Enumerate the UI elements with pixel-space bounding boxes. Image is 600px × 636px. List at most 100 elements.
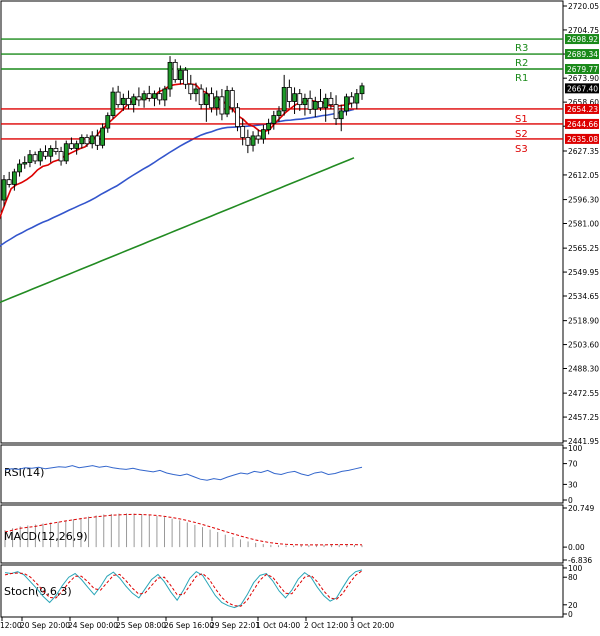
candle-body: [22, 162, 28, 165]
rsi-line: [4, 465, 363, 481]
candle: [235, 103, 240, 132]
candle: [6, 171, 12, 188]
price-tag-label: 2679.77: [567, 65, 598, 74]
candle-body: [48, 148, 54, 157]
candle-body: [115, 91, 121, 106]
candle-body: [266, 122, 272, 131]
candle-body: [74, 143, 80, 149]
price-panel: [0, 0, 564, 444]
candle-body: [318, 101, 323, 109]
candle-body: [131, 96, 137, 106]
time-tick-label: 1 Oct 04:00: [256, 621, 300, 630]
candle-body: [188, 83, 194, 95]
candle: [359, 82, 365, 100]
price-tick-label: 2596.30: [568, 196, 599, 205]
pivot-label: R3: [515, 43, 528, 54]
candle-body: [167, 61, 173, 90]
indicator-line: [4, 465, 363, 481]
price-tags: 2698.92 2689.34 2679.77 2667.40 2654.23 2644.…: [565, 34, 599, 144]
price-tick-label: 2472.55: [568, 389, 599, 398]
panel-tick-label: 80: [568, 573, 578, 582]
candle-body: [84, 137, 90, 145]
candle: [203, 87, 209, 122]
candle: [333, 95, 339, 125]
candle: [1, 175, 7, 207]
candle: [110, 87, 116, 119]
moving-average-line: [0, 157, 355, 304]
candle: [323, 93, 329, 122]
panel-tick-label: 70: [568, 460, 578, 469]
candle-body: [172, 61, 178, 80]
candle: [292, 87, 297, 115]
candle: [318, 88, 323, 111]
candle-body: [276, 110, 282, 116]
candle: [349, 92, 355, 108]
candle: [271, 110, 277, 130]
candle-body: [146, 93, 152, 99]
macd-panel: [0, 504, 564, 564]
candle: [11, 168, 17, 191]
price-tick-label: 2441.95: [568, 437, 599, 446]
price-tag-label: 2654.23: [567, 105, 598, 114]
price-tick-label: 2673.90: [568, 74, 599, 83]
price-tick-label: 2581.00: [568, 220, 599, 229]
candle-body: [11, 171, 17, 185]
candle-body: [245, 137, 251, 146]
candle: [105, 112, 111, 133]
price-tick-label: 2503.60: [568, 341, 599, 350]
candle-body: [43, 151, 48, 157]
candle-body: [323, 97, 329, 109]
candle-body: [344, 96, 349, 112]
price-tag: [565, 64, 599, 75]
candle: [141, 90, 147, 108]
macd-axis: 20.749 0.00 -6.836: [563, 504, 594, 565]
candle: [229, 87, 235, 113]
candle: [302, 93, 308, 116]
candle: [43, 145, 48, 160]
candle-body: [37, 151, 43, 162]
candle-body: [136, 96, 142, 101]
candle: [193, 82, 199, 102]
price-tag: [565, 133, 599, 144]
candle-body: [1, 179, 7, 201]
panel-tick-label: 100: [568, 564, 583, 573]
price-tag: [565, 83, 599, 94]
candle: [219, 88, 225, 121]
pivot-label: S3: [515, 144, 528, 155]
candle: [297, 88, 303, 111]
candle-body: [214, 96, 220, 109]
candle: [266, 118, 272, 135]
candle-body: [178, 69, 183, 80]
candle-body: [349, 96, 355, 104]
candle-body: [100, 127, 105, 146]
candle: [120, 93, 126, 111]
candle-body: [292, 93, 297, 102]
candle-body: [126, 97, 131, 106]
candle-body: [110, 91, 116, 116]
price-tag-label: 2689.34: [567, 50, 598, 59]
price-tag-label: 2667.40: [567, 84, 598, 93]
price-tag: [565, 49, 599, 60]
macd-signal-line: [4, 513, 363, 546]
time-tick-label: 24 Sep 00:00: [68, 621, 118, 630]
candle: [32, 151, 38, 165]
candle: [255, 129, 261, 144]
price-tick-label: 2565.25: [568, 244, 599, 253]
candle: [53, 140, 59, 155]
candle: [281, 74, 287, 116]
candle: [115, 85, 121, 108]
candle: [37, 148, 43, 166]
candle-body: [94, 135, 100, 146]
candle-body: [162, 88, 168, 101]
candle: [157, 87, 163, 105]
candle: [94, 129, 100, 150]
candle-body: [354, 93, 360, 104]
candle-body: [152, 93, 157, 99]
candle: [328, 92, 334, 110]
candle-body: [183, 69, 188, 85]
candle: [63, 140, 69, 165]
candlestick-series: [1, 56, 365, 207]
candle-body: [58, 151, 64, 162]
time-tick-label: 26 Sep 16:00: [164, 621, 214, 630]
candle-body: [224, 90, 230, 115]
